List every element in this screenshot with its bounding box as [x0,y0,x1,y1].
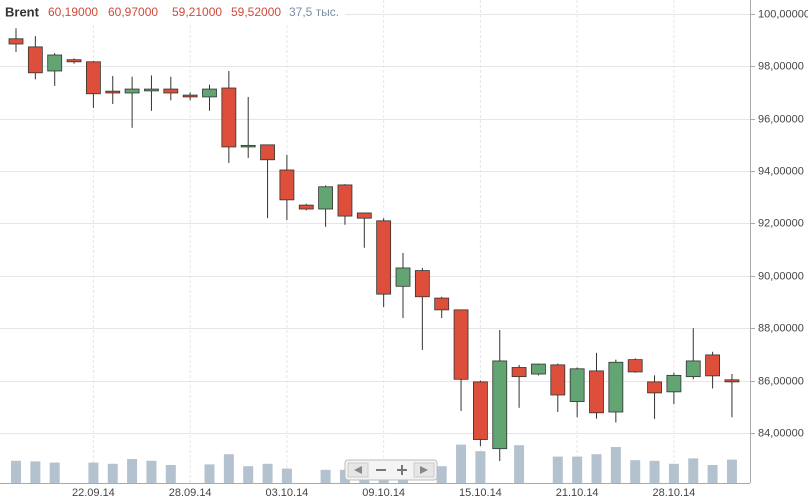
x-tick-label: 22.09.14 [72,487,115,499]
volume-bar [223,454,234,483]
volume-bar [320,469,331,483]
candle-body [627,359,643,373]
candle-body [685,360,701,378]
candle-body [395,267,411,287]
volume-bar [572,456,583,483]
candle-body [724,379,740,383]
quote-high: 60,97000 [108,5,158,19]
candle-layer [8,28,740,461]
y-tick-label: 90,00000 [758,270,804,282]
candle-body [240,144,256,148]
candle-body [86,61,101,95]
y-tick-label: 88,00000 [758,322,804,334]
volume-bar [49,462,60,483]
y-tick-label: 92,00000 [758,217,804,229]
volume-bar [436,466,447,483]
title: Brent [5,4,40,19]
volume-bar [107,463,118,483]
volume-bar [146,460,157,483]
zoom-in-icon[interactable] [397,465,407,475]
volume-label: 37,5 тыс. [289,5,339,19]
volume-bar [475,451,486,483]
quote-low: 59,21000 [172,5,222,19]
candle-body [27,46,43,74]
x-tick-label: 15.10.14 [459,487,502,499]
volume-bar [688,458,699,483]
candle-body [47,54,63,72]
candle-body [163,88,179,94]
candle-body [511,367,527,378]
candle-body [337,184,353,217]
header-bg [0,0,345,24]
x-tick-label: 09.10.14 [362,487,405,499]
candle-body [414,270,430,298]
candle-body [124,88,140,94]
volume-bar [610,447,621,483]
quote-close: 59,52000 [231,5,281,19]
candle-body [298,204,314,210]
candle-body [434,297,450,311]
candle-body [705,354,720,377]
volume-bar [456,444,467,483]
x-tick-label: 21.10.14 [556,487,599,499]
plot-area [0,0,750,483]
candle-body [279,169,295,201]
candle-body [202,88,217,98]
candle-body [144,88,159,92]
volume-bar [707,465,718,483]
candle-body [182,94,198,98]
volume-bar [11,460,21,483]
candle-body [318,186,334,210]
candle-body [105,90,121,94]
volume-bar [552,456,563,483]
y-tick-label: 96,00000 [758,113,804,125]
volume-bar [591,454,602,483]
candle-body [589,370,604,414]
x-tick-label: 03.10.14 [265,487,308,499]
volume-bar [281,468,292,483]
volume-bar [243,466,254,483]
volume-bar [30,461,41,483]
volume-bar [165,465,176,483]
x-tick-label: 28.10.14 [652,487,695,499]
arrow-right-icon [420,466,428,474]
volume-bar [630,460,641,483]
candle-body [453,309,469,380]
y-tick-label: 84,00000 [758,427,804,439]
y-tick-label: 94,00000 [758,165,804,177]
y-tick-label: 86,00000 [758,375,804,387]
candle-body [531,363,546,375]
quote-open: 60,19000 [48,5,98,19]
candle-body [492,360,508,450]
candle-body [647,381,662,394]
candle-body [569,368,585,402]
volume-bar [88,462,99,483]
candle-body [221,87,237,148]
arrow-left-icon [354,466,362,474]
volume-bar [262,463,273,483]
candle-body [472,381,488,440]
candle-body [356,212,372,219]
candle-body [260,144,275,161]
y-tick-label: 98,00000 [758,60,804,72]
volume-bar [127,459,138,483]
candle-body [8,38,24,45]
scroll-widget [344,459,438,481]
candle-body [666,374,682,393]
y-tick-label: 100,00000 [758,8,808,20]
x-tick-label: 28.09.14 [169,487,212,499]
volume-bar [514,445,525,483]
header: Brent 60,19000 60,97000 59,21000 59,5200… [0,0,345,24]
volume-bar [726,459,737,483]
volume-bar [204,464,215,483]
candle-body [608,361,624,413]
candle-body [66,59,82,63]
candle-body [550,364,566,396]
volume-bar [668,463,679,483]
candle-body [376,220,392,295]
volume-bar [649,460,660,483]
